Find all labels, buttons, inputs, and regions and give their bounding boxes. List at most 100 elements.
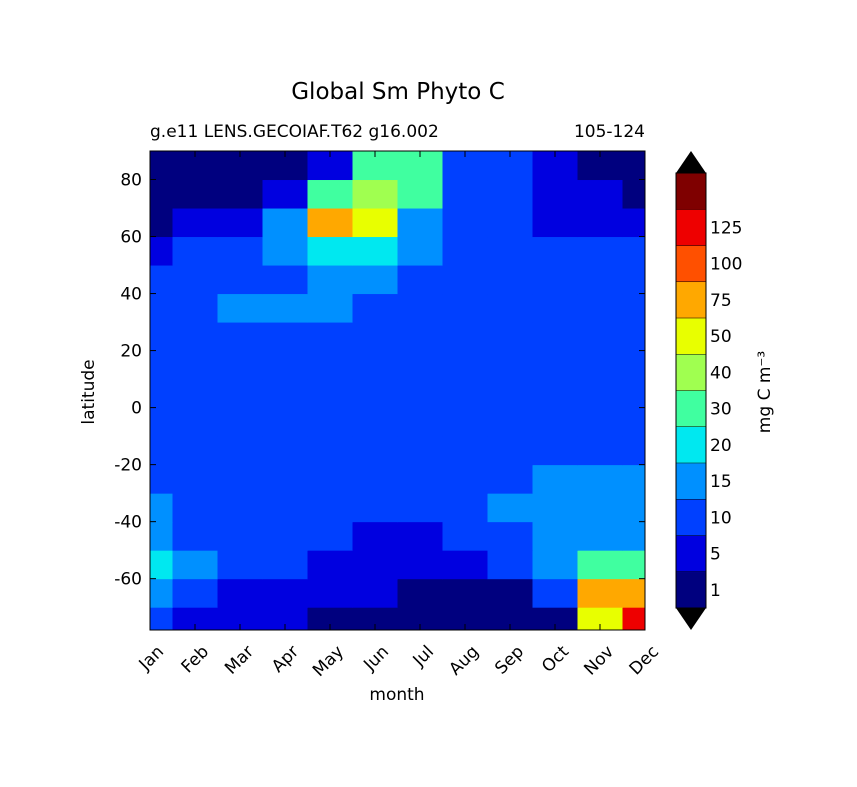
contour-cell — [352, 265, 398, 295]
contour-cell — [150, 578, 173, 608]
colorbar-label: mg C m⁻³ — [755, 351, 775, 433]
contour-cell — [352, 521, 398, 551]
colorbar-box — [676, 209, 706, 246]
contour-cell — [262, 293, 308, 323]
contour-cell — [487, 578, 533, 608]
contour-cell — [397, 293, 443, 323]
contour-cell — [307, 379, 353, 409]
contour-cell — [487, 550, 533, 580]
contour-cell — [622, 407, 646, 437]
contour-cell — [262, 550, 308, 580]
x-tick-label: Jan — [135, 642, 168, 675]
contour-cell — [487, 322, 533, 352]
contour-cell — [397, 208, 443, 238]
contour-cell — [217, 607, 263, 631]
contour-cell — [217, 578, 263, 608]
colorbar-box — [676, 281, 706, 319]
contour-cell — [622, 464, 646, 494]
contour-cell — [622, 208, 646, 238]
contour-cell — [150, 464, 173, 494]
contour-cell — [442, 407, 488, 437]
contour-cell — [487, 379, 533, 409]
subtitle-right: 105-124 — [574, 122, 645, 142]
contour-cell — [397, 179, 443, 209]
x-tick-label: Oct — [538, 642, 573, 677]
contour-cell — [442, 493, 488, 523]
contour-cell — [397, 407, 443, 437]
y-tick-label: 0 — [131, 399, 142, 419]
contour-cell — [172, 322, 218, 352]
contour-cell — [262, 236, 308, 266]
contour-cell — [150, 436, 173, 466]
colorbar-box — [676, 571, 706, 609]
contour-cell — [622, 379, 646, 409]
contour-cell — [532, 407, 578, 437]
contour-cell — [397, 322, 443, 352]
contour-cell — [150, 151, 173, 181]
contour-cell — [352, 607, 398, 631]
contour-cell — [442, 379, 488, 409]
contour-cell — [532, 464, 578, 494]
plot-frame — [149, 150, 646, 631]
contour-cell — [487, 407, 533, 437]
y-tick-label: 60 — [120, 228, 142, 248]
contour-cell — [262, 350, 308, 380]
contour-cell — [577, 322, 623, 352]
contour-cell — [397, 578, 443, 608]
contour-cell — [397, 521, 443, 551]
y-tick-label: -20 — [114, 456, 142, 476]
colorbar-box — [676, 426, 706, 464]
contour-cell — [577, 236, 623, 266]
contour-cell — [150, 407, 173, 437]
contour-cell — [262, 322, 308, 352]
x-tick-label: Nov — [580, 642, 618, 680]
contour-cell — [397, 265, 443, 295]
contour-cell — [172, 236, 218, 266]
contour-field — [150, 151, 646, 631]
y-tick-label: 80 — [120, 171, 142, 191]
contour-cell — [262, 436, 308, 466]
contour-cell — [577, 521, 623, 551]
contour-cell — [532, 436, 578, 466]
contour-cell — [352, 493, 398, 523]
contour-cell — [172, 407, 218, 437]
contour-cell — [622, 151, 646, 181]
contour-cell — [487, 350, 533, 380]
contour-cell — [150, 208, 173, 238]
contour-cell — [532, 493, 578, 523]
contour-cell — [172, 607, 218, 631]
chart-title: Global Sm Phyto C — [291, 79, 505, 105]
contour-cell — [150, 265, 173, 295]
contour-cell — [262, 179, 308, 209]
contour-cell — [622, 493, 646, 523]
x-tick-label: Feb — [178, 642, 213, 677]
contour-cell — [442, 521, 488, 551]
contour-cell — [577, 179, 623, 209]
contour-cell — [532, 379, 578, 409]
contour-cell — [172, 265, 218, 295]
contour-cell — [217, 265, 263, 295]
contour-cell — [150, 607, 173, 631]
contour-cell — [172, 350, 218, 380]
x-tick-label: May — [309, 642, 348, 681]
contour-cell — [532, 521, 578, 551]
colorbar-tick-label: 30 — [710, 400, 732, 420]
contour-cell — [577, 379, 623, 409]
contour-cell — [577, 436, 623, 466]
contour-cell — [307, 293, 353, 323]
contour-cell — [217, 236, 263, 266]
contour-cell — [577, 493, 623, 523]
colorbar-tick-label: 50 — [710, 327, 732, 347]
contour-cell — [172, 179, 218, 209]
colorbar-box — [676, 354, 706, 391]
contour-cell — [397, 379, 443, 409]
contour-cell — [622, 607, 646, 631]
contour-cell — [577, 578, 623, 608]
contour-cell — [307, 493, 353, 523]
contour-cell — [577, 464, 623, 494]
colorbar-tick-label: 15 — [710, 472, 732, 492]
contour-cell — [487, 607, 533, 631]
contour-cell — [307, 607, 353, 631]
contour-cell — [577, 293, 623, 323]
contour-cell — [532, 550, 578, 580]
